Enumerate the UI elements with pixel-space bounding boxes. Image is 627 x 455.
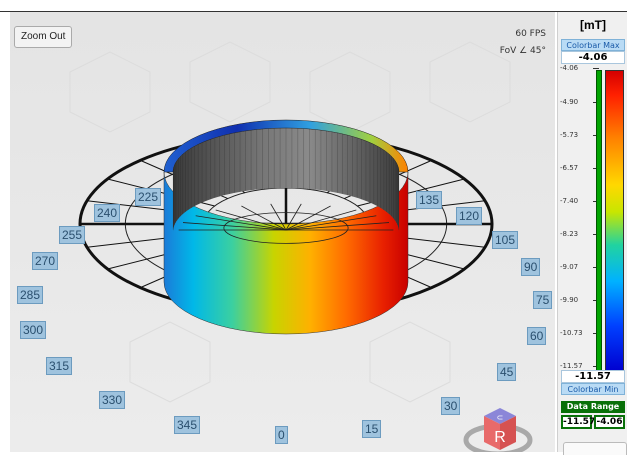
angle-label: 60 [527, 327, 547, 345]
angle-label: 120 [456, 207, 483, 225]
colorbar-panel: [mT] Colorbar Max -4.06 -4.06 -4.90 -5.7… [557, 12, 627, 455]
angle-label: 240 [94, 204, 121, 222]
angle-label: 300 [20, 321, 47, 339]
panel-button-stub[interactable] [563, 442, 627, 455]
angle-label: 270 [32, 252, 59, 270]
colorbar-tick: -9.07 [560, 263, 599, 271]
magnet-ring [163, 119, 409, 335]
angle-label: 45 [497, 363, 517, 381]
angle-label: 225 [135, 188, 162, 206]
angle-label: 30 [441, 397, 461, 415]
colorbar-tick: -7.40 [560, 197, 599, 205]
background-hex-pattern [69, 41, 511, 403]
angle-label: 90 [521, 258, 541, 276]
angle-label: 255 [59, 226, 86, 244]
colorbar-tick: -9.90 [560, 296, 599, 304]
colorbar-tick: -6.57 [560, 164, 599, 172]
colorbar-tick: -5.73 [560, 131, 599, 139]
zoom-out-button[interactable]: Zoom Out [14, 26, 73, 48]
scene-canvas[interactable]: R ⊂ [10, 12, 555, 452]
axis-cube[interactable]: R ⊂ [463, 408, 533, 452]
colorbar-max-caption: Colorbar Max [561, 39, 625, 51]
colorbar-tick: -4.90 [560, 98, 599, 106]
angle-label: 0 [275, 426, 288, 444]
data-range-max: -4.06 [594, 415, 625, 429]
data-range-indicator[interactable] [596, 70, 602, 372]
data-range-caption: Data Range [561, 401, 625, 413]
data-range-min: -11.57 [561, 415, 596, 429]
angle-label: 15 [362, 420, 382, 438]
angle-label: 75 [533, 291, 553, 309]
colorbar-min-caption: Colorbar Min [561, 383, 625, 395]
top-border [0, 11, 627, 12]
svg-text:R: R [494, 429, 506, 446]
colorbar-frame [596, 70, 624, 372]
angle-label: 330 [99, 391, 126, 409]
unit-label: [mT] [580, 18, 606, 32]
colorbar-gradient [605, 70, 624, 372]
angle-label: 345 [174, 416, 201, 434]
fps-value: 60 FPS [515, 29, 546, 39]
colorbar-tick: -10.73 [560, 329, 599, 337]
fps-readout: 60 FPS FoV ∠ 45° [500, 26, 546, 60]
angle-label: 135 [416, 191, 443, 209]
scene-graphics[interactable]: R ⊂ [10, 12, 555, 452]
angle-label: 105 [492, 231, 519, 249]
colorbar-tick: -11.57 [560, 362, 599, 370]
inner-floor-grid [178, 203, 394, 244]
colorbar-tick: -8.23 [560, 230, 599, 238]
svg-text:⊂: ⊂ [497, 413, 504, 422]
colorbar-tick: -4.06 [560, 64, 599, 72]
angle-label: 285 [17, 286, 44, 304]
angle-label: 315 [46, 357, 73, 375]
fov-value: FoV ∠ 45° [499, 46, 546, 56]
colorbar-max-input[interactable]: -4.06 [561, 51, 625, 64]
colorbar-min-input[interactable]: -11.57 [561, 370, 625, 383]
